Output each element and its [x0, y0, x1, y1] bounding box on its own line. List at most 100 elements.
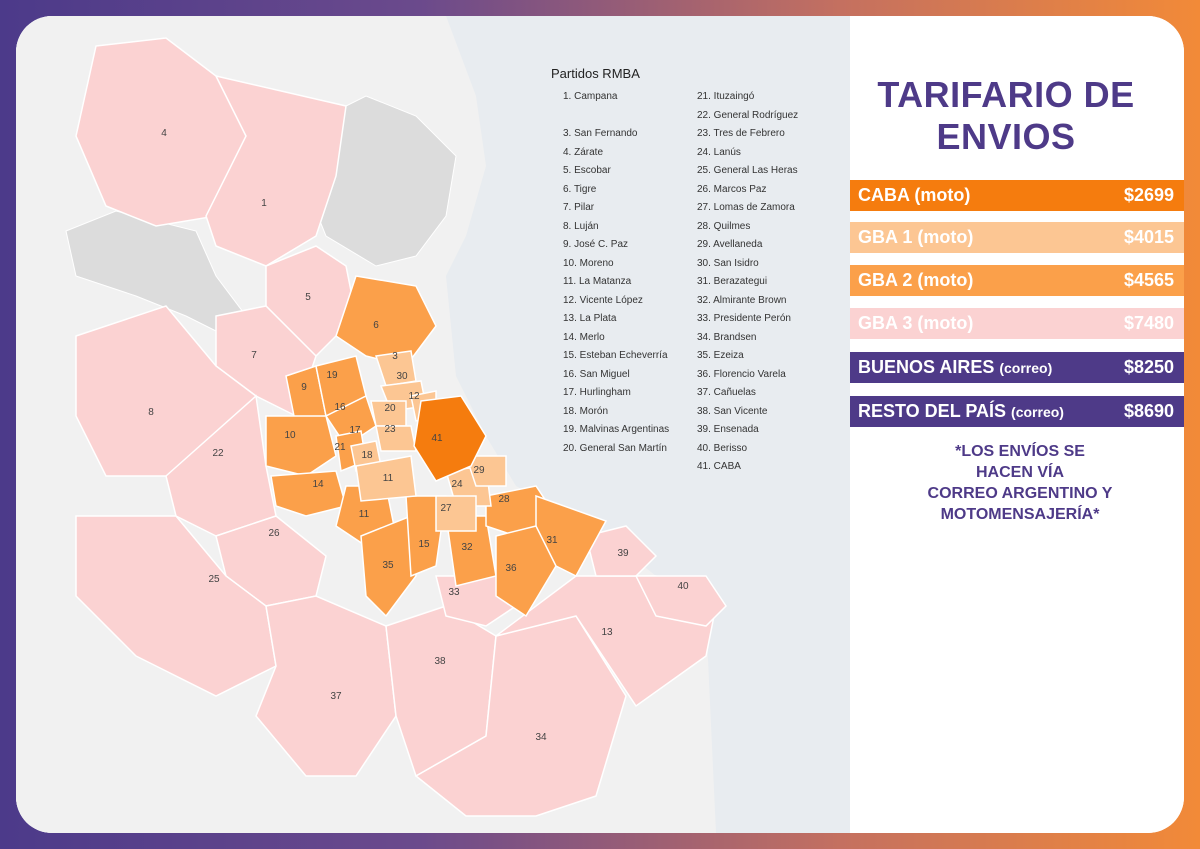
- note-line-2: HACEN VÍA: [975, 464, 1064, 481]
- label-6: 6: [373, 320, 379, 331]
- region-10: [265, 415, 337, 477]
- label-29: 29: [473, 465, 485, 476]
- note-line-1: *LOS ENVÍOS SE: [955, 443, 1085, 460]
- legend-col2-item: 24. Lanús: [697, 146, 741, 158]
- label-19: 19: [326, 370, 338, 381]
- legend-col1-item: 5. Escobar: [563, 165, 611, 176]
- label-39: 39: [617, 548, 629, 559]
- legend-col2-item: 34. Brandsen: [697, 331, 757, 343]
- region-40: [634, 575, 727, 627]
- label-10: 10: [284, 430, 296, 441]
- legend-col2-item: 22. General Rodríguez: [697, 109, 799, 121]
- region-29: [464, 455, 507, 487]
- region-36: [495, 525, 557, 618]
- label-38: 38: [434, 656, 446, 667]
- river-plate-water: [446, 16, 850, 833]
- legend-col2-item: 35. Ezeiza: [697, 350, 744, 361]
- content-card: 4 1 5 7 8 22 26 25 37 38 34 13 33 39 40 …: [16, 16, 1184, 833]
- rate-resto-suffix: (correo): [1011, 404, 1064, 420]
- rate-buenos-aires-label: BUENOS AIRES: [858, 357, 1000, 377]
- legend-col2-item: 39. Ensenada: [697, 424, 759, 435]
- legend-col2-item: 41. CABA: [697, 461, 741, 472]
- rate-gba2: GBA 2 (moto) $4565: [850, 265, 1184, 296]
- label-11b: 11: [359, 509, 370, 520]
- legend-col1-item: 13. La Plata: [563, 313, 617, 324]
- note-line-4: MOTOMENSAJERÍA*: [940, 506, 1100, 523]
- legend-title: Partidos RMBA: [551, 66, 640, 81]
- rate-gba1: GBA 1 (moto) $4015: [850, 222, 1184, 253]
- label-25: 25: [208, 574, 220, 585]
- label-36: 36: [505, 563, 517, 574]
- rate-gba3: GBA 3 (moto) $7480: [850, 308, 1184, 339]
- legend-col2-item: 31. Berazategui: [697, 276, 768, 287]
- rate-caba-price: $2699: [1123, 185, 1174, 205]
- legend-col1-item: 15. Esteban Echeverría: [563, 350, 668, 361]
- label-22: 22: [212, 448, 224, 459]
- pricing-panel: TARIFARIO DE ENVIOS CABA (moto) $2699 GB…: [850, 16, 1184, 833]
- label-15: 15: [418, 539, 430, 550]
- region-41-caba: [413, 395, 487, 482]
- region-11: [355, 455, 417, 502]
- label-20: 20: [384, 403, 396, 414]
- region-34: [414, 615, 627, 817]
- note-line-3: CORREO ARGENTINO Y: [927, 485, 1113, 502]
- rate-gba1-label: GBA 1 (moto): [858, 227, 974, 247]
- rate-resto-del-pais: RESTO DEL PAÍS (correo) $8690: [850, 396, 1184, 427]
- legend-col2-item: 25. General Las Heras: [697, 165, 798, 176]
- region-37: [255, 595, 397, 777]
- region-35: [360, 514, 417, 618]
- legend-col2-item: 36. Florencio Varela: [697, 368, 786, 380]
- page-title: TARIFARIO DE ENVIOS: [850, 74, 1162, 158]
- label-11: 11: [383, 473, 394, 484]
- legend-col1-item: 18. Morón: [563, 405, 609, 417]
- label-37: 37: [330, 691, 342, 702]
- legend-col2-item: 40. Berisso: [697, 442, 748, 454]
- label-40: 40: [677, 581, 689, 592]
- label-28: 28: [498, 494, 510, 505]
- region-23: [375, 425, 417, 452]
- legend-col1-item: 6. Tigre: [563, 183, 597, 195]
- label-1: 1: [261, 198, 267, 209]
- legend-col1-item: 8. Luján: [563, 220, 599, 232]
- legend-col2-item: 32. Almirante Brown: [697, 294, 787, 306]
- rate-caba: CABA (moto) $2699: [850, 180, 1184, 211]
- label-41: 41: [431, 433, 443, 444]
- rate-buenos-aires: BUENOS AIRES (correo) $8250: [850, 352, 1184, 383]
- legend-col2-item: 26. Marcos Paz: [697, 183, 767, 195]
- legend-col1-item: 3. San Fernando: [563, 128, 638, 139]
- rate-resto-price: $8690: [1123, 401, 1174, 421]
- rate-gba3-label: GBA 3 (moto): [858, 313, 974, 333]
- label-30: 30: [396, 371, 408, 382]
- region-14: [270, 470, 347, 517]
- rate-gba1-price: $4015: [1123, 227, 1174, 247]
- rate-buenos-aires-price: $8250: [1123, 357, 1174, 377]
- legend-col1-item: 17. Hurlingham: [563, 387, 631, 398]
- rate-gba2-label: GBA 2 (moto): [858, 270, 974, 290]
- rmba-map: 4 1 5 7 8 22 26 25 37 38 34 13 33 39 40 …: [16, 16, 850, 833]
- label-8: 8: [148, 407, 154, 418]
- legend-col1-item: 12. Vicente López: [563, 294, 643, 306]
- region-39: [585, 525, 658, 577]
- legend-col1-item: [563, 107, 669, 126]
- rate-gba2-price: $4565: [1123, 270, 1174, 290]
- label-31: 31: [546, 535, 558, 546]
- title-line-1: TARIFARIO DE: [877, 74, 1135, 115]
- legend-col1-item: 4. Zárate: [563, 146, 604, 158]
- legend-col2-item: 21. Ituzaingó: [697, 91, 755, 102]
- legend-col1-item: 20. General San Martín: [563, 442, 667, 454]
- rate-buenos-aires-suffix: (correo): [999, 360, 1053, 376]
- title-line-2: ENVIOS: [936, 116, 1076, 157]
- region-27: [435, 495, 477, 532]
- label-7: 7: [251, 350, 257, 361]
- rate-gba3-price: $7480: [1123, 313, 1174, 333]
- legend-col1-item: 16. San Miguel: [563, 368, 630, 380]
- label-21: 21: [334, 442, 346, 453]
- label-33: 33: [448, 587, 460, 598]
- legend-col1-item: 1. Campana: [563, 91, 618, 102]
- map-svg: 4 1 5 7 8 22 26 25 37 38 34 13 33 39 40 …: [16, 16, 850, 833]
- legend-column-1: 1. Campana 3. San Fernando 4. Zárate 5. Esc…: [563, 88, 669, 458]
- label-17: 17: [349, 425, 361, 436]
- legend-col2-item: 33. Presidente Perón: [697, 313, 791, 324]
- legend-col2-item: 27. Lomas de Zamora: [697, 202, 795, 213]
